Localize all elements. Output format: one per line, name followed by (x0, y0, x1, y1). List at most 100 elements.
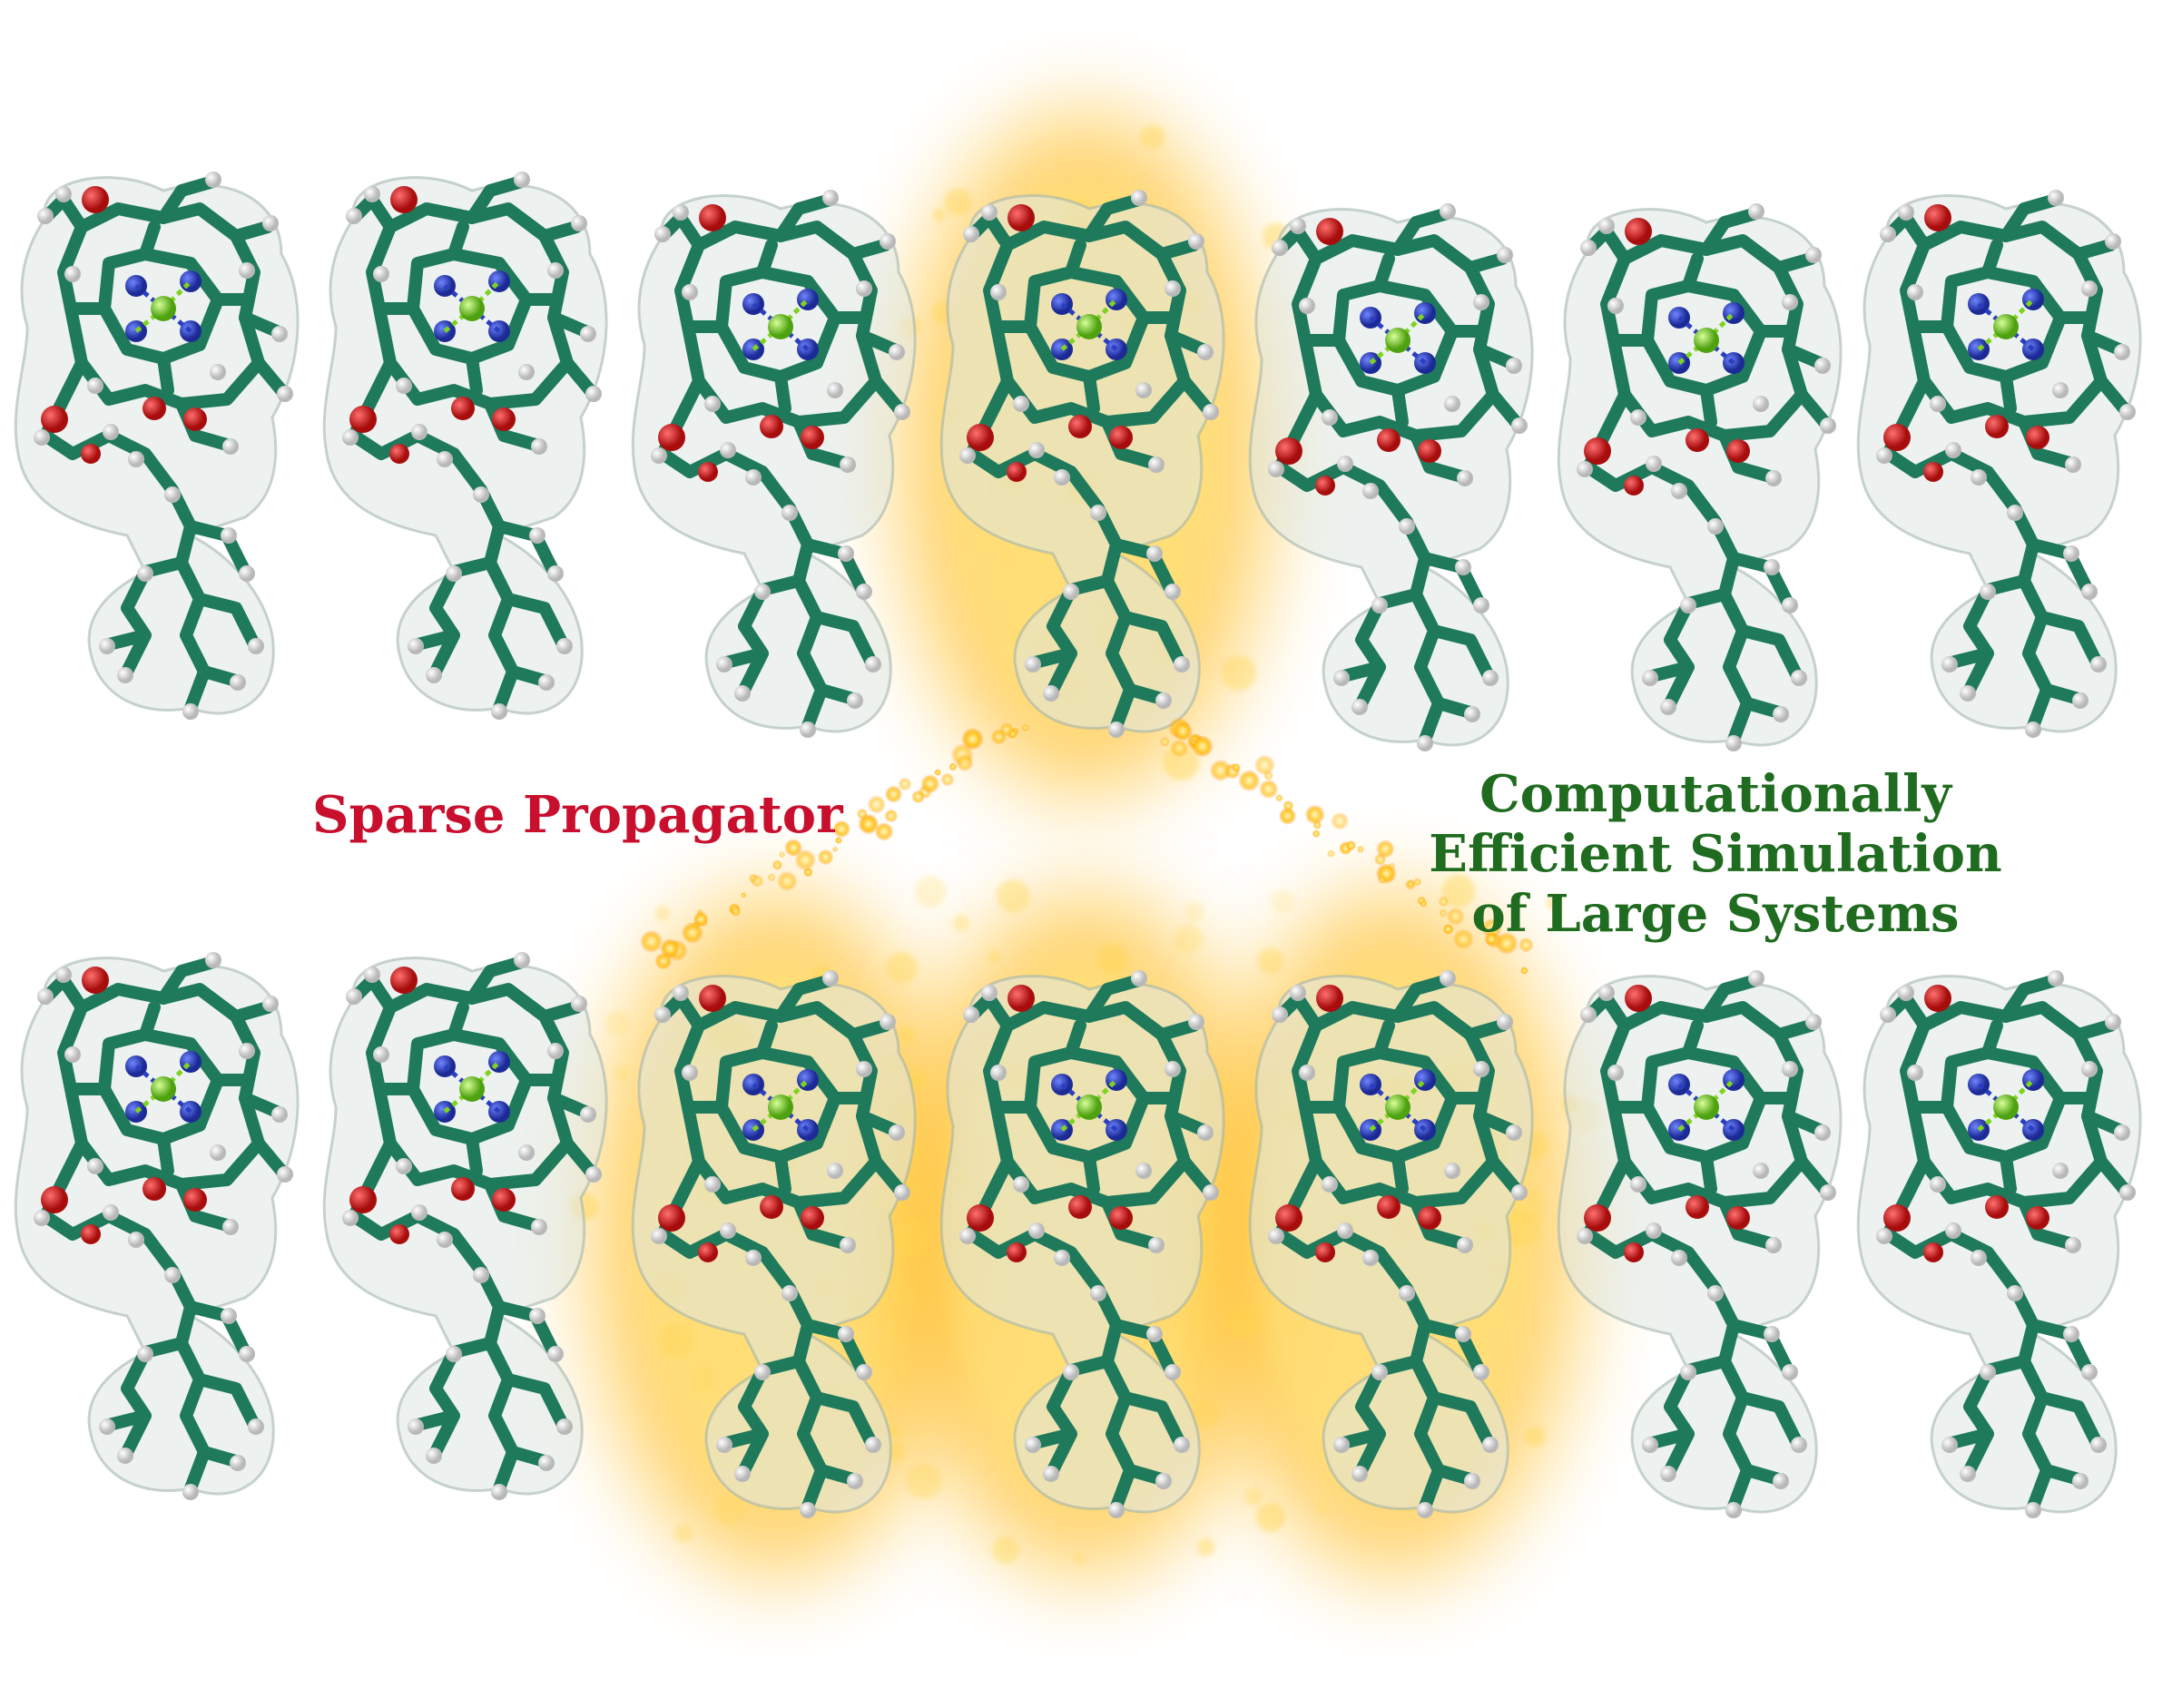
chlorophyll-r2-1 (15, 952, 298, 1500)
spark (784, 839, 803, 858)
spark (1518, 937, 1534, 953)
spark (1173, 721, 1194, 741)
glow-particle (1441, 874, 1476, 908)
spark (778, 850, 786, 859)
spark (835, 837, 842, 844)
glow-particle (713, 1495, 744, 1526)
spark (1263, 771, 1273, 780)
spark (856, 808, 869, 820)
chlorophyll-r2-6 (1558, 970, 1841, 1518)
spark (772, 859, 783, 870)
spark (1283, 800, 1294, 812)
spark (1484, 932, 1499, 947)
spark (731, 906, 742, 917)
spark (1388, 862, 1396, 870)
spark (1439, 908, 1448, 918)
spark (1520, 967, 1528, 975)
chlorophyll-r1-6 (1558, 203, 1841, 751)
spark (1021, 723, 1029, 731)
glow-particle (1191, 1399, 1220, 1428)
spark (681, 921, 704, 944)
spark (940, 772, 955, 787)
spark (741, 892, 747, 898)
glow-particle (932, 208, 946, 222)
spark (884, 809, 899, 823)
spark (794, 849, 817, 871)
spark (1327, 849, 1335, 858)
spark (1231, 762, 1241, 772)
spark (1357, 845, 1364, 853)
spark (1258, 779, 1279, 800)
spark (1238, 770, 1261, 792)
glow-particle (906, 1463, 942, 1499)
spark (832, 846, 839, 853)
efficient-simulation-label: Computationally Efficient Simulation of … (1398, 764, 2033, 944)
spark (776, 870, 798, 892)
glow-particle (1221, 655, 1257, 691)
spark (1304, 804, 1325, 825)
glow-particle (1504, 1211, 1541, 1247)
glow-particle (1255, 1503, 1285, 1532)
spark (1312, 829, 1321, 838)
spark (956, 753, 974, 772)
chlorophyll-r2-7 (1858, 970, 2140, 1518)
glow-particle (1196, 1538, 1215, 1556)
chlorophyll-r1-2 (324, 172, 606, 720)
spark (920, 774, 940, 794)
efficient-simulation-line-3: of Large Systems (1471, 884, 1960, 944)
spark (1331, 811, 1350, 830)
spark (874, 821, 894, 841)
spark (639, 929, 663, 954)
glow-particle (1546, 896, 1561, 910)
spark (884, 785, 903, 803)
spark (867, 795, 887, 814)
glow-particle (1000, 552, 1014, 565)
spark (1278, 807, 1297, 825)
glow-particle (673, 1524, 693, 1543)
glow-particle (1184, 902, 1204, 923)
spark (1406, 879, 1415, 888)
glow-particle (1313, 1500, 1331, 1517)
propagation-sparks (639, 717, 1534, 975)
glow-particle (604, 1011, 630, 1036)
glow-particle (894, 1220, 930, 1256)
glow-particle (886, 951, 918, 984)
spark (1275, 794, 1283, 802)
spark (1452, 928, 1474, 950)
glow-particle (690, 1364, 716, 1391)
spark (1446, 907, 1465, 926)
efficient-simulation-line-2: Efficient Simulation (1429, 824, 2002, 884)
spark (1376, 839, 1395, 859)
glow-particle (1257, 947, 1284, 975)
glow-particle (1227, 1301, 1263, 1338)
glow-particle (898, 1026, 916, 1045)
glow-particle (952, 914, 970, 932)
glow-particle (1174, 924, 1204, 954)
spark (817, 849, 834, 866)
chlorophyll-r1-7 (1858, 190, 2140, 738)
spark (803, 867, 813, 878)
spark (1345, 839, 1357, 851)
spark (948, 762, 958, 771)
glow-particle (1270, 889, 1294, 913)
glow-particle (1244, 1488, 1263, 1506)
glow-particle (1097, 942, 1129, 975)
sparse-propagator-label: Sparse Propagator (312, 785, 843, 845)
chlorophyll-r1-3 (633, 190, 915, 738)
spark (1159, 736, 1170, 747)
glow-particle (988, 950, 1000, 963)
spark (1495, 931, 1519, 955)
spark (1312, 820, 1322, 829)
spark (1377, 875, 1387, 884)
spark (767, 873, 776, 882)
spark (751, 874, 764, 888)
spark (1253, 754, 1276, 776)
glow-particle (659, 1323, 694, 1359)
glow-particle (654, 906, 670, 921)
spark (911, 790, 925, 804)
spark (1170, 739, 1189, 758)
chlorophyll-r2-2 (324, 952, 606, 1500)
spark (1191, 735, 1214, 758)
spark (898, 777, 912, 791)
